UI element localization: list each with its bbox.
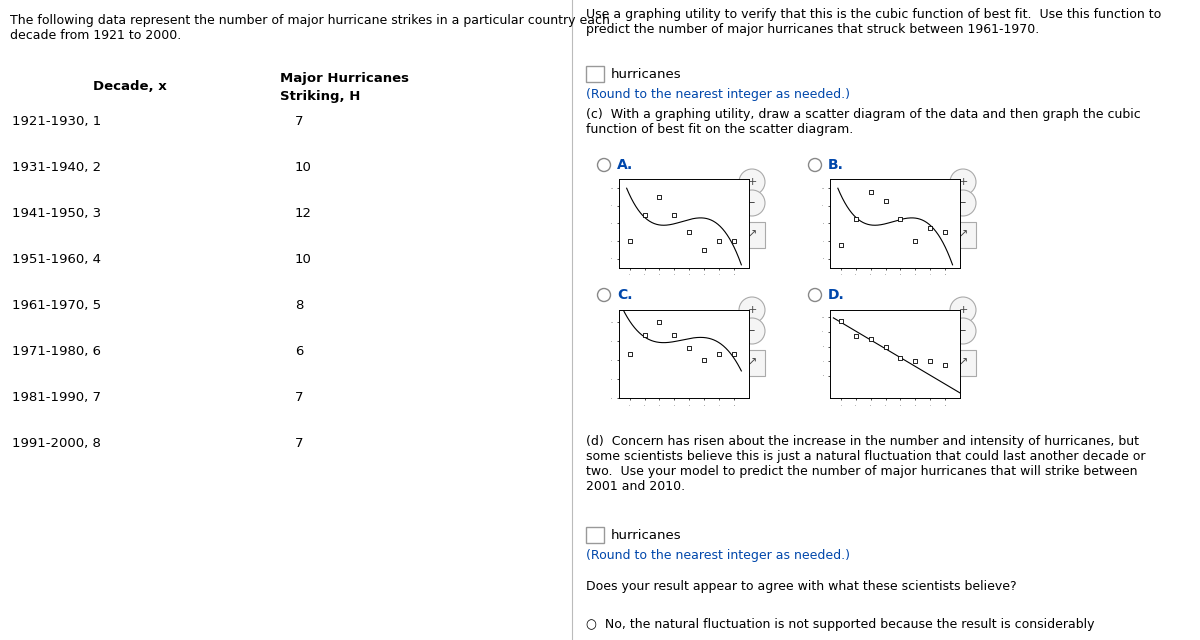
Circle shape [950, 297, 976, 323]
Point [635, 209, 654, 220]
Text: 1971-1980, 6: 1971-1980, 6 [12, 345, 101, 358]
Point [876, 196, 895, 206]
Text: ↗: ↗ [959, 358, 967, 368]
FancyBboxPatch shape [587, 527, 605, 543]
Point [936, 227, 955, 237]
Text: 7: 7 [295, 115, 304, 128]
Text: (d)  Concern has risen about the increase in the number and intensity of hurrica: (d) Concern has risen about the increase… [587, 435, 1146, 493]
Circle shape [950, 169, 976, 195]
Point [709, 236, 728, 246]
Text: –: – [960, 196, 966, 209]
FancyBboxPatch shape [739, 222, 766, 248]
Text: 10: 10 [295, 161, 312, 174]
Point [832, 316, 851, 326]
FancyBboxPatch shape [739, 350, 766, 376]
Point [846, 330, 865, 340]
Point [650, 317, 670, 328]
Text: Does your result appear to agree with what these scientists believe?: Does your result appear to agree with wh… [587, 580, 1018, 593]
Text: –: – [749, 196, 755, 209]
FancyBboxPatch shape [950, 350, 976, 376]
Circle shape [950, 190, 976, 216]
Text: C.: C. [617, 288, 632, 302]
Point [695, 355, 714, 365]
Point [890, 353, 910, 363]
Point [920, 356, 940, 366]
Point [862, 188, 881, 198]
Text: (Round to the nearest integer as needed.): (Round to the nearest integer as needed.… [587, 549, 851, 562]
Text: Striking, H: Striking, H [280, 90, 360, 103]
Text: (c)  With a graphing utility, draw a scatter diagram of the data and then graph : (c) With a graphing utility, draw a scat… [587, 108, 1141, 136]
Circle shape [950, 318, 976, 344]
Point [665, 330, 684, 340]
FancyBboxPatch shape [587, 66, 605, 82]
Circle shape [739, 318, 766, 344]
Text: 1931-1940, 2: 1931-1940, 2 [12, 161, 101, 174]
Text: +: + [748, 177, 757, 187]
Text: A.: A. [617, 158, 634, 172]
Text: 1941-1950, 3: 1941-1950, 3 [12, 207, 101, 220]
Point [709, 349, 728, 359]
Text: (Round to the nearest integer as needed.): (Round to the nearest integer as needed.… [587, 88, 851, 101]
Point [832, 240, 851, 250]
Text: 1951-1960, 4: 1951-1960, 4 [12, 253, 101, 266]
Text: 7: 7 [295, 437, 304, 450]
Point [679, 227, 698, 237]
Text: Use a graphing utility to verify that this is the cubic function of best fit.  U: Use a graphing utility to verify that th… [587, 8, 1162, 36]
Text: ↗: ↗ [748, 358, 757, 368]
Point [906, 236, 925, 246]
Point [635, 330, 654, 340]
Text: 8: 8 [295, 299, 304, 312]
Text: hurricanes: hurricanes [611, 68, 682, 81]
Point [725, 349, 744, 359]
Circle shape [739, 190, 766, 216]
Point [876, 342, 895, 352]
Point [890, 214, 910, 224]
Point [920, 223, 940, 233]
Text: Major Hurricanes: Major Hurricanes [280, 72, 409, 85]
Circle shape [739, 297, 766, 323]
Text: 6: 6 [295, 345, 304, 358]
Text: 10: 10 [295, 253, 312, 266]
Text: 7: 7 [295, 391, 304, 404]
Text: 12: 12 [295, 207, 312, 220]
Point [665, 209, 684, 220]
Text: ○  No, the natural fluctuation is not supported because the result is considerab: ○ No, the natural fluctuation is not sup… [587, 618, 1094, 631]
Text: hurricanes: hurricanes [611, 529, 682, 542]
Text: 1981-1990, 7: 1981-1990, 7 [12, 391, 101, 404]
Point [679, 342, 698, 353]
Point [846, 214, 865, 224]
Point [725, 236, 744, 246]
Point [695, 244, 714, 255]
Point [906, 356, 925, 366]
Text: B.: B. [828, 158, 844, 172]
Text: D.: D. [828, 288, 845, 302]
Circle shape [739, 169, 766, 195]
Point [862, 334, 881, 344]
Point [936, 360, 955, 370]
Point [620, 349, 640, 359]
Point [650, 192, 670, 202]
Text: –: – [960, 324, 966, 337]
Text: ↗: ↗ [748, 230, 757, 240]
Text: ↗: ↗ [959, 230, 967, 240]
Point [620, 236, 640, 246]
Text: Decade, x: Decade, x [94, 80, 167, 93]
Text: –: – [749, 324, 755, 337]
Text: The following data represent the number of major hurricane strikes in a particul: The following data represent the number … [10, 14, 610, 42]
Text: 1961-1970, 5: 1961-1970, 5 [12, 299, 101, 312]
FancyBboxPatch shape [950, 222, 976, 248]
Text: +: + [959, 177, 967, 187]
Text: +: + [748, 305, 757, 315]
Text: 1921-1930, 1: 1921-1930, 1 [12, 115, 101, 128]
Text: 1991-2000, 8: 1991-2000, 8 [12, 437, 101, 450]
Text: +: + [959, 305, 967, 315]
